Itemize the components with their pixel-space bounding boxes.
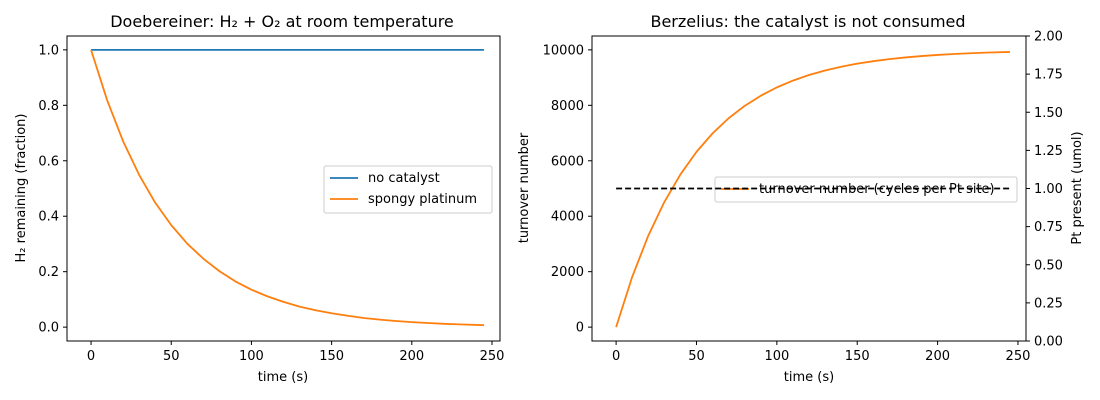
x-axis-label: time (s)	[258, 370, 308, 385]
y-tick-label: 0.4	[38, 210, 59, 225]
y2-tick-label: 1.00	[1034, 182, 1063, 197]
x-tick-label: 100	[239, 349, 264, 364]
series-layer	[615, 51, 1010, 328]
y-axis-label: H₂ remaining (fraction)	[14, 114, 29, 263]
x-tick-label: 150	[319, 349, 344, 364]
y-tick-label: 0.8	[38, 99, 59, 114]
y-tick-label: 1.0	[38, 43, 59, 58]
y2-axis-ticks: 0.00 0.25 0.50 0.75 1.00 1.25 1.50 1.75 2.00	[1026, 30, 1063, 350]
y2-axis-label: Pt present (umol)	[1070, 131, 1085, 244]
legend-label-spongy-platinum: spongy platinum	[368, 192, 477, 207]
y2-tick-label: 0.00	[1034, 335, 1063, 350]
legend-label-no-catalyst: no catalyst	[368, 171, 440, 186]
series-line-turnover-number-cycles-per-pt-site	[615, 51, 1010, 328]
y-tick-label: 0.0	[38, 321, 59, 336]
y2-tick-label: 0.50	[1034, 258, 1063, 273]
x-tick-label: 150	[845, 349, 870, 364]
y-tick-label: 6000	[551, 154, 584, 169]
y-tick-label: 4000	[551, 210, 584, 225]
x-tick-label: 250	[1006, 349, 1031, 364]
chart-title: Berzelius: the catalyst is not consumed	[650, 12, 965, 31]
y-tick-label: 10000	[543, 43, 584, 58]
y-tick-label: 0	[576, 321, 584, 336]
y-axis-ticks: 0.0 0.2 0.4 0.6 0.8 1.0	[38, 43, 67, 336]
y2-tick-label: 1.75	[1034, 68, 1063, 83]
y-axis-label: turnover number	[517, 132, 532, 243]
y-tick-label: 2000	[551, 265, 584, 280]
x-tick-label: 0	[87, 349, 95, 364]
chart-berzelius: Berzelius: the catalyst is not consumed …	[517, 12, 1085, 385]
series-line-spongy-platinum	[90, 49, 484, 327]
y-tick-label: 0.2	[38, 265, 59, 280]
x-axis-ticks: 0 50 100 150 200 250	[612, 341, 1030, 364]
y-tick-label: 8000	[551, 99, 584, 114]
y-axis-ticks: 0 2000 4000 6000 8000 10000	[543, 43, 592, 336]
x-tick-label: 250	[480, 349, 505, 364]
legend: turnover number (cycles per Pt site)	[714, 176, 1018, 203]
plot-frame	[66, 35, 501, 342]
x-tick-label: 0	[612, 349, 620, 364]
legend: no catalyst spongy platinum	[323, 165, 493, 214]
legend-label-turnover: turnover number (cycles per Pt site)	[759, 182, 995, 197]
y2-tick-label: 0.25	[1034, 296, 1063, 311]
x-axis-ticks: 0 50 100 150 200 250	[87, 341, 504, 364]
y2-tick-label: 1.50	[1034, 106, 1063, 121]
legend-box	[323, 165, 493, 214]
x-tick-label: 50	[163, 349, 180, 364]
chart-title: Doebereiner: H₂ + O₂ at room temperature	[110, 12, 454, 31]
y2-tick-label: 2.00	[1034, 30, 1063, 45]
legend-box	[714, 176, 1018, 203]
x-axis-label: time (s)	[784, 370, 834, 385]
x-tick-label: 200	[925, 349, 950, 364]
chart-doebereiner: Doebereiner: H₂ + O₂ at room temperature…	[14, 12, 504, 385]
y2-tick-label: 0.75	[1034, 220, 1063, 235]
x-tick-label: 100	[764, 349, 789, 364]
x-tick-label: 200	[399, 349, 424, 364]
series-layer	[90, 48, 484, 327]
x-tick-label: 50	[688, 349, 705, 364]
y-tick-label: 0.6	[38, 154, 59, 169]
y2-tick-label: 1.25	[1034, 144, 1063, 159]
